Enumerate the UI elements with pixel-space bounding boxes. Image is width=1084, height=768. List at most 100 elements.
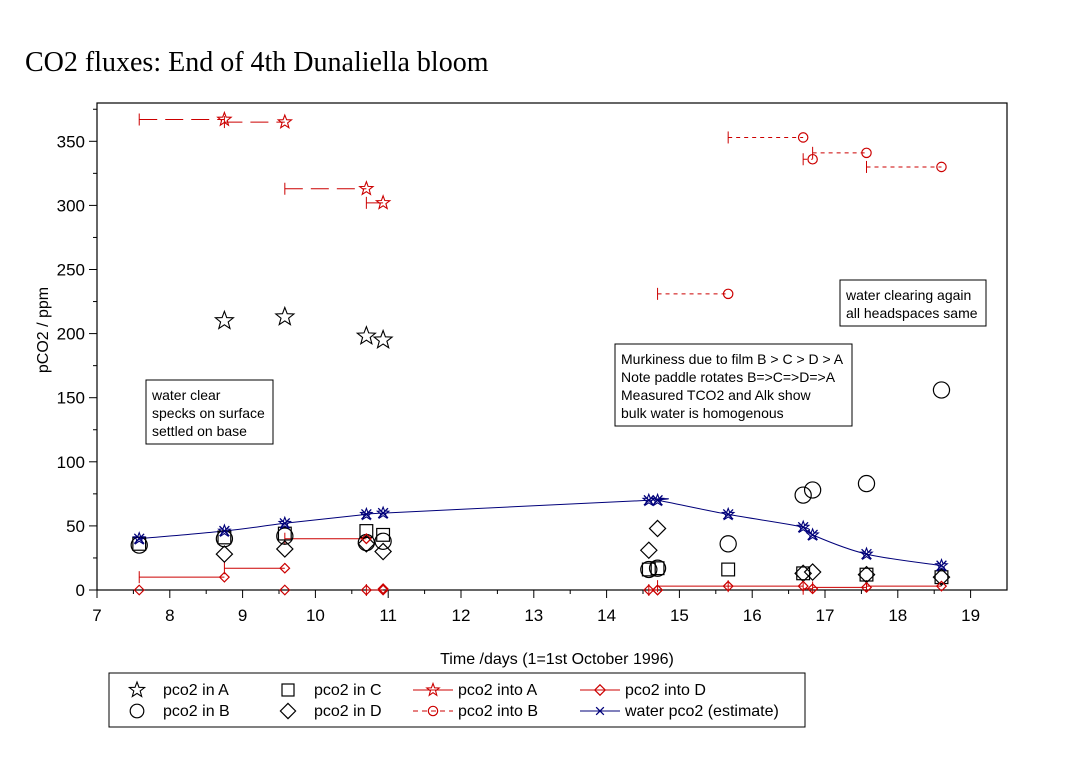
y-tick-label: 150 — [57, 389, 85, 408]
y-tick-label: 350 — [57, 132, 85, 151]
series-pco2-in-a-point — [355, 325, 377, 346]
annotation-box: water clear specks on surface settled on b… — [145, 379, 274, 445]
series-water-pco2-estimate-point-overlay — [859, 546, 874, 561]
series-pco2-in-c-point — [132, 536, 147, 551]
x-tick-label: 19 — [961, 606, 980, 625]
legend-item: pco2 in A — [127, 680, 229, 699]
annotation-frame — [839, 279, 987, 327]
legend: pco2 in A pco2 in C pco2 into A pco2 into D… — [108, 672, 806, 728]
y-tick-label: 250 — [57, 261, 85, 280]
series-pco2-in-d-point — [639, 541, 658, 560]
annotation-frame — [614, 343, 853, 427]
chart-title: CO2 fluxes: End of 4th Dunaliella bloom — [25, 47, 489, 78]
series-pco2-into-a-point — [358, 180, 375, 196]
legend-frame — [108, 672, 806, 728]
series-water-pco2-estimate-point-overlay — [359, 506, 374, 521]
series-pco2-into-d-point — [377, 584, 389, 596]
plot-marks — [130, 110, 951, 596]
series-pco2-in-d-point — [215, 545, 234, 564]
series-pco2-in-b-point — [803, 481, 822, 499]
series-water-pco2-estimate-line — [139, 498, 942, 567]
legend-swatch-marker — [595, 706, 605, 716]
series-pco2-in-a-point — [372, 328, 394, 349]
series-pco2-in-c-point — [359, 524, 374, 539]
y-axis-label: pCO2 / ppm — [35, 287, 52, 373]
series-water-pco2-estimate-point-overlay — [721, 506, 736, 521]
series-pco2-in-b-point — [648, 559, 667, 577]
legend-label: pco2 in A — [163, 682, 229, 699]
legend-label: water pco2 (estimate) — [624, 703, 779, 720]
series-pco2-in-c-point — [796, 566, 811, 581]
series-pco2-in-c-point — [859, 567, 874, 582]
series-pco2-in-d-point — [374, 542, 393, 561]
x-tick-label: 10 — [306, 606, 325, 625]
legend-label: pco2 into D — [625, 682, 706, 699]
series-water-pco2-estimate-point-overlay — [796, 519, 811, 534]
series-pco2-into-d-low-point — [797, 580, 809, 592]
annotation-line: Measured TCO2 and Alk show — [621, 387, 812, 403]
series-water-pco2-estimate-point-overlay — [805, 527, 820, 541]
series-pco2-into-b-point — [936, 161, 947, 173]
series-pco2-in-c-point — [277, 526, 292, 541]
x-axis: 7 8 9 10 11 12 13 14 15 16 17 18 19 — [92, 590, 980, 625]
x-tick-label: 8 — [165, 606, 174, 625]
plot-frame — [96, 102, 1008, 591]
series-pco2-into-b-point — [797, 132, 809, 143]
series-pco2-in-c-point — [376, 527, 391, 542]
series-pco2-in-b-point — [932, 381, 951, 399]
legend-label: pco2 in C — [314, 682, 382, 699]
annotation-frame — [145, 379, 274, 445]
series-pco2-in-d-point — [932, 568, 951, 587]
x-tick-label: 16 — [743, 606, 762, 625]
x-tick-label: 15 — [670, 606, 689, 625]
x-tick-label: 17 — [816, 606, 835, 625]
legend-item: water pco2 (estimate) — [580, 703, 779, 720]
annotation-line: settled on base — [152, 423, 247, 439]
legend-item: pco2 in C — [281, 682, 382, 699]
annotation-line: bulk water is homogenous — [621, 405, 784, 421]
annotation-box: Murkiness due to film B > C > D > A Note … — [614, 343, 853, 427]
series-pco2-into-d-low-point — [651, 584, 664, 596]
series-pco2-in-c-point — [650, 561, 665, 576]
series-pco2-in-b-point — [640, 560, 658, 579]
series-pco2-into-d-low-point — [360, 584, 372, 596]
legend-swatch-marker — [425, 681, 441, 697]
annotation-box: water clearing again all headspaces same — [839, 279, 987, 327]
series-pco2-in-a-point — [213, 309, 235, 330]
annotation-line: specks on surface — [152, 405, 265, 421]
series-pco2-in-b-point — [794, 486, 812, 504]
legend-item: pco2 into D — [580, 682, 706, 699]
series-pco2-in-d-point — [357, 534, 376, 553]
series-pco2-in-c-point — [934, 570, 949, 585]
series-water-pco2-estimate-point-overlay — [650, 492, 665, 507]
series-pco2-in-d-point — [803, 563, 822, 581]
series-pco2-in-a-point — [274, 305, 296, 326]
x-tick-label: 7 — [92, 606, 101, 625]
series-pco2-in-d-point — [648, 519, 667, 538]
series-pco2-into-b-point — [861, 147, 872, 159]
series-pco2-into-d-point — [279, 562, 291, 574]
legend-item: pco2 into A — [413, 681, 538, 699]
series-pco2-into-d-low-point — [860, 581, 873, 594]
annotation-line: water clear — [151, 387, 221, 403]
series-pco2-in-c-point — [641, 562, 656, 577]
legend-swatch-marker — [127, 680, 147, 698]
series-pco2-into-d-low-point — [279, 584, 291, 596]
series-water-pco2-estimate-point-overlay — [277, 515, 292, 530]
series-pco2-into-b-point — [722, 288, 734, 300]
legend-swatch-marker — [279, 702, 297, 720]
series-pco2-in-b-point — [857, 474, 876, 493]
legend-swatch-marker — [427, 705, 439, 717]
x-tick-label: 12 — [452, 606, 471, 625]
series-pco2-in-d-point — [275, 540, 294, 558]
annotations: water clear specks on surface settled on b… — [145, 279, 987, 445]
series-pco2-in-b-point — [374, 532, 392, 550]
legend-item: pco2 in B — [129, 703, 230, 720]
legend-label: pco2 into B — [458, 703, 538, 720]
annotation-line: water clearing again — [845, 287, 971, 303]
x-tick-label: 11 — [379, 606, 397, 625]
y-tick-label: 200 — [57, 325, 85, 344]
x-tick-label: 18 — [888, 606, 907, 625]
series-pco2-into-a-point — [374, 194, 392, 210]
